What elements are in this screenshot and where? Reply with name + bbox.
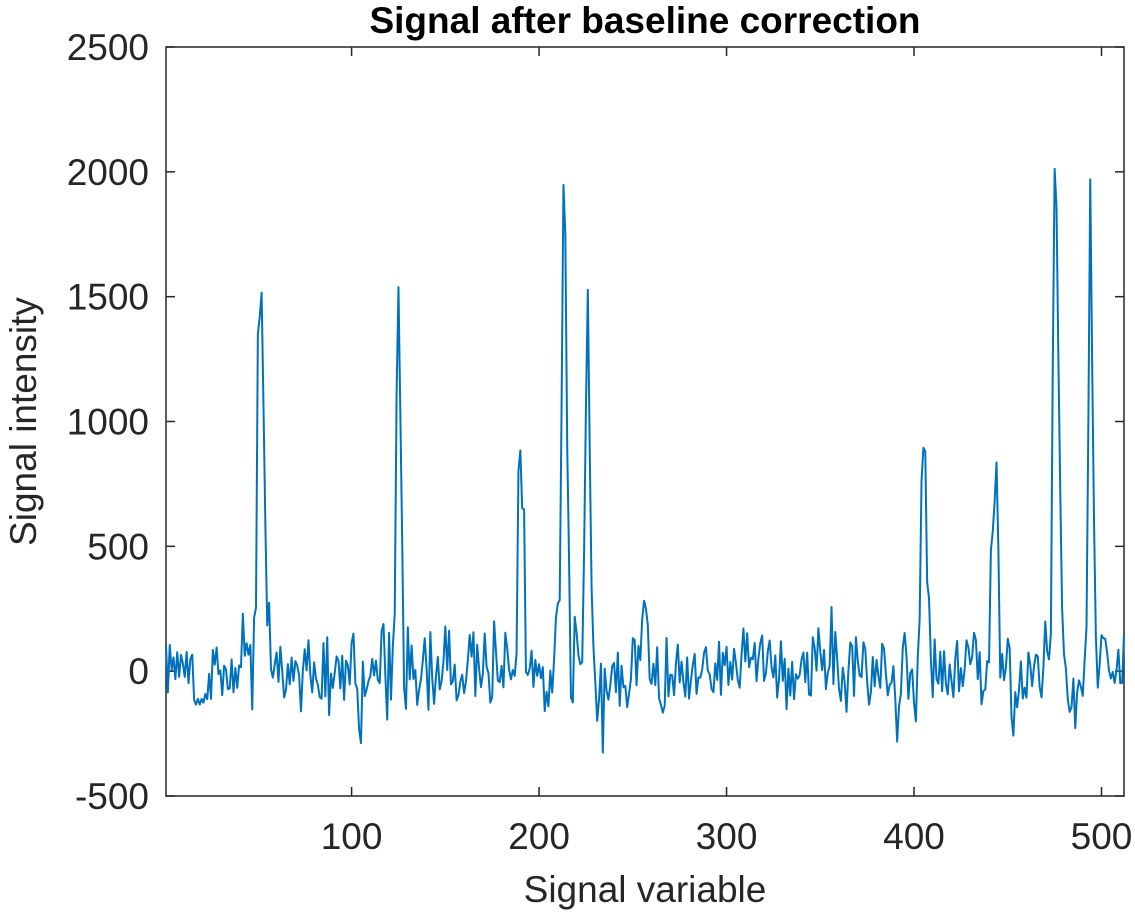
chart-title: Signal after baseline correction [369, 0, 920, 41]
y-tick-label: 0 [128, 651, 149, 692]
y-tick-label: 2500 [67, 27, 149, 68]
y-tick-label: -500 [75, 776, 149, 817]
y-axis-label: Signal intensity [3, 297, 44, 546]
x-axis-ticks: 100 200 300 400 500 [321, 47, 1133, 857]
x-tick-label: 100 [321, 816, 383, 857]
x-tick-label: 200 [508, 816, 570, 857]
y-tick-label: 2000 [67, 152, 149, 193]
y-axis-ticks: -500 0 500 1000 1500 2000 2500 [67, 27, 1124, 817]
series-line-signal [165, 167, 1125, 754]
y-tick-label: 1500 [67, 277, 149, 318]
x-tick-label: 500 [1071, 816, 1133, 857]
x-tick-label: 400 [883, 816, 945, 857]
x-axis-label: Signal variable [524, 869, 767, 910]
series-layer [165, 167, 1125, 754]
x-tick-label: 300 [696, 816, 758, 857]
y-tick-label: 500 [87, 526, 149, 567]
y-tick-label: 1000 [67, 402, 149, 443]
